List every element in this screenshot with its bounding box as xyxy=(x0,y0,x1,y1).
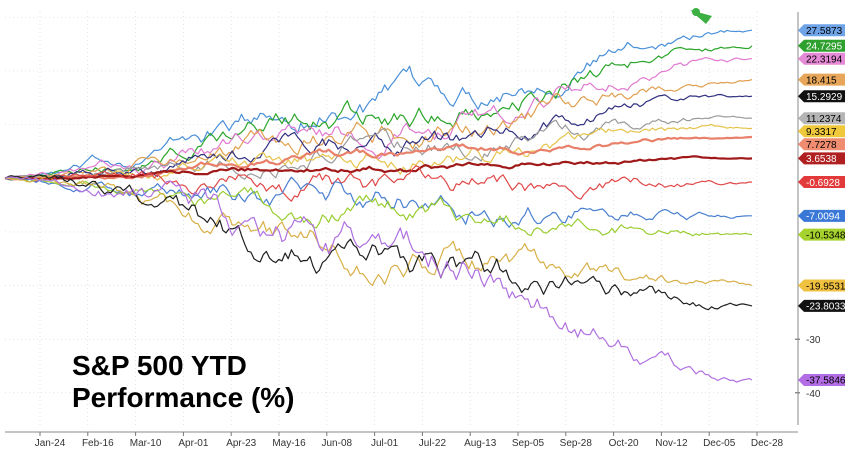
end-label-text: -7.0094 xyxy=(806,212,840,223)
end-label-bg xyxy=(798,73,845,86)
x-tick-label: Jul-01 xyxy=(371,438,399,449)
chart-title-block: S&P 500 YTD Performance (%) xyxy=(72,350,295,414)
chart-subtitle: Performance (%) xyxy=(72,382,295,413)
end-value-labels: 27.5873 24.7295 22.3194 18.415 15.2929 11.237… xyxy=(798,24,846,387)
x-tick-label: Aug-13 xyxy=(464,438,497,449)
series-line xyxy=(4,135,753,181)
end-label-bg xyxy=(798,152,845,165)
end-label-tag: -23.8033 xyxy=(798,299,846,313)
end-label-bg xyxy=(798,373,845,386)
series-line xyxy=(4,123,753,181)
end-label-bg xyxy=(798,125,845,138)
end-label-text: 15.2929 xyxy=(806,92,843,103)
end-label-text: 3.6538 xyxy=(806,154,837,165)
x-tick-label: Apr-23 xyxy=(226,438,256,449)
end-label-text: -23.8033 xyxy=(806,302,846,313)
end-label-tag: -0.6928 xyxy=(798,176,845,189)
x-tick-label: Dec-05 xyxy=(703,438,736,449)
chart-title: S&P 500 YTD xyxy=(72,350,247,381)
end-label-bg xyxy=(798,24,845,37)
x-tick-label: Dec-28 xyxy=(751,438,784,449)
series-line xyxy=(4,176,752,228)
x-tick-label: Apr-01 xyxy=(178,438,208,449)
end-label-text: 24.7295 xyxy=(806,42,843,53)
series-line xyxy=(4,165,753,202)
end-label-tag: -10.5348 xyxy=(798,228,846,241)
end-label-bg xyxy=(798,90,845,103)
end-label-bg xyxy=(798,52,845,65)
end-label-bg xyxy=(798,209,845,222)
end-label-tag: -19.9531 xyxy=(798,279,846,292)
x-tick-label: Sep-28 xyxy=(560,438,593,449)
end-label-bg xyxy=(798,39,845,52)
x-tick-label: Jul-22 xyxy=(419,438,447,449)
series-line xyxy=(4,174,753,311)
end-label-text: 22.3194 xyxy=(806,55,843,66)
end-label-bg xyxy=(798,299,845,312)
y-tick-label: -40 xyxy=(806,389,821,400)
end-label-text: 9.3317 xyxy=(806,127,837,138)
end-label-text: 7.7278 xyxy=(806,140,837,151)
grid xyxy=(5,12,758,425)
x-tick-label: Jun-08 xyxy=(322,438,353,449)
end-label-tag: 3.6538 xyxy=(798,152,845,165)
end-label-tag: 24.7295 xyxy=(798,39,845,53)
end-label-text: 11.2374 xyxy=(806,114,842,125)
x-tick-label: Jan-24 xyxy=(35,438,66,449)
end-label-text: -19.9531 xyxy=(806,281,846,292)
y-tick-label: -30 xyxy=(806,335,821,346)
end-label-bg xyxy=(798,112,845,125)
x-tick-label: May-16 xyxy=(272,438,306,449)
arrow-marker xyxy=(690,8,712,24)
end-label-tag: -7.0094 xyxy=(798,209,845,223)
end-label-bg xyxy=(798,228,845,241)
x-tick-label: Mar-10 xyxy=(130,438,162,449)
series-lines xyxy=(4,29,753,383)
end-label-tag: -37.5846 xyxy=(798,373,846,387)
end-label-tag: 22.3194 xyxy=(798,52,845,66)
end-label-tag: 7.7278 xyxy=(798,138,845,151)
series-line xyxy=(4,115,753,181)
series-line xyxy=(4,175,753,287)
end-label-bg xyxy=(798,279,845,292)
end-label-tag: 11.2374 xyxy=(798,112,845,125)
series-line xyxy=(4,93,753,181)
end-label-text: -37.5846 xyxy=(806,376,846,387)
end-label-text: 18.415 xyxy=(806,75,837,86)
end-label-text: -0.6928 xyxy=(806,178,840,189)
end-label-tag: 9.3317 xyxy=(798,125,845,138)
end-label-tag: 27.5873 xyxy=(798,24,845,37)
y-axis-ticks: -30 -40 xyxy=(795,12,821,425)
x-tick-label: Nov-12 xyxy=(655,438,688,449)
x-tick-label: Feb-16 xyxy=(82,438,114,449)
end-label-bg xyxy=(798,138,845,151)
x-tick-label: Sep-05 xyxy=(512,438,545,449)
series-line xyxy=(4,176,753,383)
end-label-bg xyxy=(798,176,845,189)
x-axis-ticks: Jan-24 Feb-16 Mar-10 Apr-01 Apr-23 May-16 Jun-… xyxy=(5,431,798,449)
x-tick-label: Oct-20 xyxy=(609,438,639,449)
end-label-text: 27.5873 xyxy=(806,26,843,37)
end-label-text: -10.5348 xyxy=(806,230,846,241)
end-label-tag: 18.415 xyxy=(798,73,845,86)
series-line xyxy=(5,56,753,179)
green-dot-icon xyxy=(692,8,700,16)
end-label-tag: 15.2929 xyxy=(798,90,845,103)
